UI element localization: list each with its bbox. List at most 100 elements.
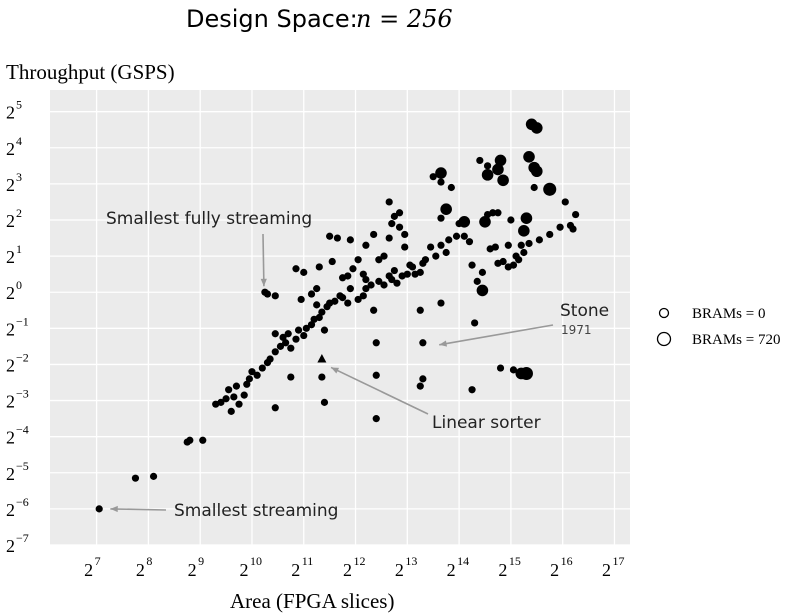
data-point: [518, 225, 530, 237]
chart-title-text: Design Space:: [186, 5, 358, 33]
y-tick-exponent: −4: [16, 423, 29, 437]
data-point: [535, 236, 543, 244]
legend: BRAMs = 0 BRAMs = 720: [656, 306, 780, 348]
data-point: [307, 290, 316, 298]
y-tick-exponent: −5: [16, 459, 29, 473]
data-point: [271, 404, 279, 412]
data-point: [494, 209, 502, 217]
data-point: [359, 292, 367, 300]
data-point: [435, 167, 447, 179]
annotation-arrow-line: [330, 366, 429, 415]
data-point: [468, 386, 476, 394]
data-point: [287, 373, 295, 381]
data-point: [225, 386, 233, 394]
data-point: [297, 295, 305, 304]
legend-marker-large: [656, 331, 672, 347]
y-tick-base: 2: [6, 355, 15, 375]
data-point: [517, 241, 525, 249]
data-point: [354, 295, 362, 304]
data-point: [370, 230, 378, 239]
data-point: [359, 270, 367, 278]
x-tick-label: 2 13: [395, 554, 418, 580]
annotation-arrowhead: [439, 340, 448, 347]
data-point: [292, 265, 300, 273]
x-tick-label: 2 17: [602, 554, 625, 580]
data-point: [302, 324, 310, 332]
data-point: [375, 277, 383, 285]
data-point: [372, 339, 380, 347]
data-point: [346, 236, 354, 244]
data-point: [416, 382, 424, 390]
data-point: [504, 263, 512, 271]
data-point: [380, 281, 388, 289]
grid: [50, 90, 630, 546]
y-axis-label: Throughput (GSPS): [6, 60, 175, 84]
data-point: [315, 263, 323, 271]
data-point: [320, 398, 329, 406]
data-point: [271, 330, 279, 338]
linear-sorter-point: [317, 354, 327, 363]
y-tick-base: 2: [6, 536, 15, 556]
data-point: [266, 355, 274, 363]
data-point: [468, 261, 476, 269]
data-point: [344, 299, 352, 307]
data-point: [338, 294, 347, 302]
data-point: [401, 243, 409, 251]
data-point: [393, 279, 401, 287]
x-tick-exponent: 11: [302, 554, 314, 568]
data-point: [349, 265, 357, 273]
y-tick-exponent: 2: [16, 206, 22, 220]
y-tick-exponent: −7: [16, 531, 29, 545]
y-tick-label: 2 −1: [6, 314, 29, 339]
legend-label-1: BRAMs = 720: [692, 332, 780, 348]
data-point: [354, 256, 362, 264]
data-point: [375, 256, 383, 264]
data-point: [416, 306, 424, 314]
data-point: [271, 348, 279, 356]
data-point: [95, 505, 103, 513]
x-tick-exponent: 7: [95, 554, 101, 568]
data-point: [546, 230, 554, 239]
annotation-linear-sorter: Linear sorter: [432, 413, 541, 433]
data-point: [271, 292, 279, 300]
data-point: [331, 297, 339, 305]
annotation-arrowhead: [110, 505, 118, 513]
annotation-arrowhead: [260, 278, 267, 287]
y-tick-base: 2: [6, 428, 15, 448]
annotation-stone-year: 1971: [561, 323, 592, 337]
data-point: [442, 248, 450, 257]
data-point: [416, 268, 424, 276]
y-tick-exponent: −6: [16, 495, 29, 509]
data-point: [258, 364, 266, 372]
data-point: [465, 238, 474, 246]
data-point: [390, 212, 398, 220]
data-point: [491, 243, 499, 251]
data-point: [328, 257, 336, 266]
data-point: [476, 284, 489, 297]
x-tick-base: 2: [395, 560, 404, 580]
data-point: [388, 220, 396, 228]
data-point: [380, 252, 388, 260]
data-point: [525, 239, 533, 248]
x-tick-exponent: 17: [612, 554, 624, 568]
annotation-arrow-line: [110, 508, 167, 511]
data-point: [282, 339, 290, 347]
data-point: [279, 333, 287, 341]
data-point: [276, 342, 285, 350]
x-tick-base: 2: [84, 560, 93, 580]
data-point: [292, 335, 300, 343]
y-tick-label: 2 −4: [6, 423, 29, 448]
x-tick-label: 2 12: [343, 554, 366, 580]
y-tick-exponent: 3: [16, 170, 22, 184]
annotation-stone: Stone: [560, 301, 609, 321]
data-point: [385, 234, 393, 242]
data-point: [318, 373, 326, 381]
data-point: [222, 395, 230, 403]
data-point: [248, 368, 256, 376]
data-point: [395, 209, 404, 217]
annotations: Smallest fully streaming Smallest streami…: [106, 209, 609, 521]
annotation-smallest-fully-streaming: Smallest fully streaming: [106, 209, 312, 229]
